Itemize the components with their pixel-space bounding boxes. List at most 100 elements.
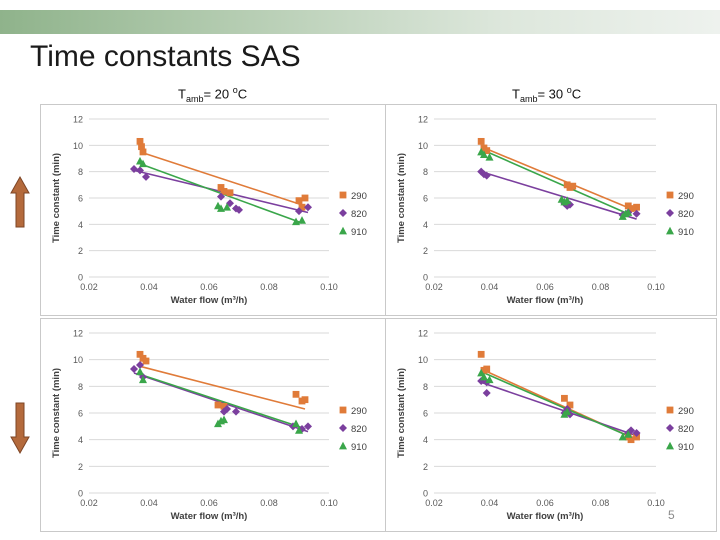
- data-point-290: [139, 148, 147, 156]
- x-tick-label: 0.04: [481, 282, 499, 292]
- legend-label-910: 910: [351, 227, 367, 238]
- header-band: [0, 10, 720, 34]
- data-point-820: [295, 207, 303, 216]
- data-point-910: [618, 432, 627, 441]
- legend-marker-820: [339, 209, 347, 217]
- data-point-290: [298, 203, 306, 211]
- trendline-910: [480, 370, 635, 440]
- legend-label-290: 290: [678, 191, 694, 202]
- x-axis-title: Water flow (m³/h): [507, 295, 584, 306]
- legend-marker-820: [666, 209, 674, 217]
- y-tick-label: 4: [78, 435, 83, 445]
- legend-marker-820: [339, 424, 347, 432]
- y-tick-label: 10: [73, 355, 83, 365]
- x-tick-label: 0.08: [592, 498, 610, 508]
- chart-top-left: 0 2 4 6 8 10 12 0.02 0.04 0.06 0.08 0.10 Water flow …: [51, 115, 367, 307]
- data-point-910: [217, 204, 225, 212]
- data-point-820: [632, 209, 641, 218]
- data-point-820: [304, 203, 312, 212]
- y-tick-label: 8: [423, 382, 428, 392]
- x-axis-title: Water flow (m³/h): [171, 295, 248, 306]
- data-point-910: [220, 415, 228, 424]
- x-tick-label: 0.02: [425, 498, 443, 508]
- y-tick-label: 0: [78, 273, 83, 283]
- y-tick-label: 0: [78, 489, 83, 499]
- y-tick-label: 12: [73, 329, 83, 339]
- data-point-910: [563, 196, 572, 205]
- chart-panel-bottom-right: 0 2 4 6 8 10 12 0.02 0.04 0.06 0.08 0.10 Water flow …: [385, 318, 717, 532]
- chart-panel-top-right: 0 2 4 6 8 10 12 0.02 0.04 0.06 0.08 0.10 Water flow …: [385, 104, 717, 316]
- x-tick-label: 0.04: [481, 498, 499, 508]
- data-point-290: [220, 188, 228, 195]
- data-point-820: [232, 407, 240, 416]
- data-point-290: [136, 350, 144, 358]
- data-point-820: [136, 361, 144, 369]
- data-point-290: [292, 390, 300, 398]
- data-point-910: [295, 426, 303, 434]
- y-tick-label: 6: [423, 194, 428, 204]
- x-tick-label: 0.08: [592, 282, 610, 292]
- chart-panel-top-left: 0 2 4 6 8 10 12 0.02 0.04 0.06 0.08 0.10 Water flow …: [40, 104, 390, 316]
- x-axis-title: Water flow (m³/h): [507, 511, 584, 522]
- legend-marker-910: [666, 441, 674, 450]
- y-tick-label: 12: [73, 115, 83, 125]
- data-point-290: [295, 197, 303, 205]
- data-point-820: [479, 170, 488, 179]
- data-point-910: [563, 407, 572, 416]
- legend-label-290: 290: [351, 191, 367, 202]
- data-point-910: [624, 208, 633, 216]
- legend-label-910: 910: [678, 442, 694, 453]
- legend-marker-820: [666, 424, 674, 432]
- legend-marker-910: [666, 226, 674, 235]
- y-tick-label: 6: [78, 409, 83, 419]
- y-tick-label: 6: [78, 194, 83, 204]
- y-tick-label: 10: [73, 141, 83, 151]
- down-arrow-icon: [10, 402, 30, 454]
- x-tick-label: 0.02: [80, 282, 98, 292]
- y-tick-label: 2: [423, 462, 428, 472]
- trendline-290: [139, 365, 306, 410]
- x-tick-label: 0.06: [536, 282, 554, 292]
- data-point-290: [217, 184, 225, 191]
- y-axis-title: Time constant (min): [51, 368, 62, 458]
- data-point-820: [217, 192, 225, 201]
- data-point-820: [130, 165, 138, 174]
- data-point-290: [561, 394, 568, 402]
- data-point-820: [130, 365, 138, 373]
- y-tick-label: 2: [423, 246, 428, 256]
- trendline-290: [139, 151, 306, 207]
- data-point-820: [482, 171, 491, 180]
- data-point-290: [633, 203, 640, 211]
- x-tick-label: 0.10: [647, 282, 665, 292]
- y-tick-label: 8: [78, 167, 83, 177]
- data-point-820: [142, 172, 150, 181]
- chart-bottom-left: 0 2 4 6 8 10 12 0.02 0.04 0.06 0.08 0.10 Water flow …: [51, 329, 367, 523]
- x-tick-label: 0.06: [200, 498, 218, 508]
- data-point-910: [292, 419, 300, 428]
- data-point-290: [569, 182, 577, 190]
- data-point-290: [138, 143, 145, 151]
- data-point-290: [220, 402, 228, 410]
- data-point-290: [226, 189, 234, 197]
- legend-marker-290: [666, 191, 674, 199]
- legend-marker-910: [339, 441, 347, 450]
- data-point-290: [483, 365, 491, 373]
- data-point-820: [223, 405, 231, 413]
- data-point-820: [304, 422, 312, 431]
- legend-label-910: 910: [351, 442, 367, 453]
- trendline-290: [480, 145, 637, 212]
- legend-label-820: 820: [678, 209, 694, 220]
- data-point-290: [477, 137, 485, 145]
- y-tick-label: 6: [423, 409, 428, 419]
- chart-top-right: 0 2 4 6 8 10 12 0.02 0.04 0.06 0.08 0.10 Water flow …: [396, 115, 694, 307]
- y-tick-label: 0: [423, 273, 428, 283]
- data-point-910: [292, 217, 300, 226]
- data-point-910: [139, 375, 147, 384]
- legend-label-290: 290: [351, 406, 367, 417]
- trendline-910: [480, 148, 632, 216]
- slide-title: Time constants SAS: [30, 40, 301, 73]
- y-axis-title: Time constant (min): [396, 368, 407, 458]
- condition-label-30c: Tamb= 30 oC: [512, 85, 582, 104]
- y-tick-label: 12: [418, 329, 428, 339]
- legend-marker-290: [666, 406, 674, 414]
